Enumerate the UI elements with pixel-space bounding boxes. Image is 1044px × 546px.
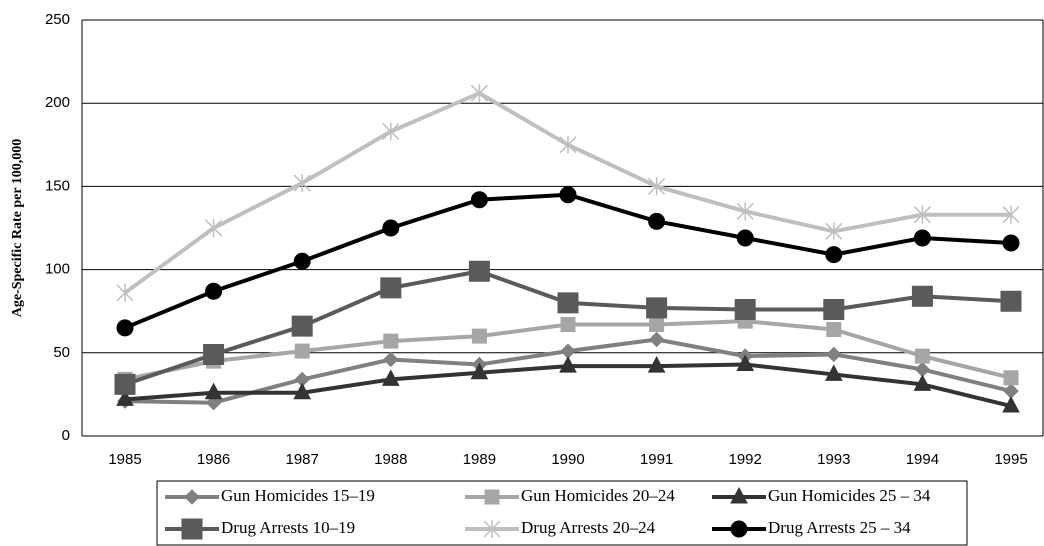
marker xyxy=(914,361,931,378)
marker xyxy=(913,205,931,224)
marker xyxy=(116,319,134,337)
marker xyxy=(824,364,843,381)
legend-marker xyxy=(483,520,501,538)
marker xyxy=(825,246,843,264)
marker xyxy=(204,382,223,400)
marker xyxy=(1000,290,1022,312)
legend-marker xyxy=(730,486,748,504)
marker xyxy=(560,343,576,359)
marker xyxy=(380,277,402,299)
marker xyxy=(736,202,754,221)
x-tick-label: 1990 xyxy=(551,451,584,468)
x-tick-label: 1985 xyxy=(108,451,141,468)
marker xyxy=(557,292,579,314)
legend-label: Gun Homicides 15–19 xyxy=(221,486,375,505)
marker xyxy=(911,285,933,307)
y-axis-title: Age-Specific Rate per 100,000 xyxy=(10,139,25,318)
legend-box xyxy=(156,480,968,546)
x-tick-label: 1995 xyxy=(994,451,1027,468)
marker xyxy=(1003,370,1019,386)
x-tick-label: 1993 xyxy=(817,451,850,468)
marker xyxy=(736,354,755,371)
marker xyxy=(468,260,490,282)
marker xyxy=(736,229,754,247)
marker xyxy=(823,299,845,321)
marker xyxy=(913,229,931,247)
marker xyxy=(826,322,842,338)
marker xyxy=(648,177,666,196)
marker xyxy=(914,348,930,364)
marker xyxy=(114,373,136,395)
x-tick-label: 1994 xyxy=(906,451,939,468)
legend-label: Gun Homicides 20–24 xyxy=(521,486,675,505)
x-tick-label: 1987 xyxy=(286,451,319,468)
y-tick-label: 50 xyxy=(53,344,70,361)
y-tick-label: 100 xyxy=(45,261,70,278)
legend-marker xyxy=(484,489,500,505)
y-tick-label: 250 xyxy=(45,11,70,28)
x-tick-label: 1986 xyxy=(197,451,230,468)
x-tick-label: 1988 xyxy=(374,451,407,468)
marker xyxy=(381,369,400,386)
legend-marker xyxy=(181,518,203,540)
marker xyxy=(1003,383,1019,399)
legend-marker xyxy=(730,520,748,538)
legend-marker xyxy=(184,489,200,505)
marker xyxy=(382,122,400,141)
marker xyxy=(1002,395,1020,413)
marker xyxy=(648,331,665,348)
marker xyxy=(825,222,843,241)
legend-label: Drug Arrests 20–24 xyxy=(521,518,656,537)
marker xyxy=(470,84,488,103)
x-tick-label: 1992 xyxy=(729,451,762,468)
marker xyxy=(734,299,756,321)
marker xyxy=(382,219,400,237)
legend-label: Drug Arrests 25 – 34 xyxy=(768,518,911,537)
marker xyxy=(1002,205,1020,224)
legend-label: Drug Arrests 10–19 xyxy=(221,518,355,537)
marker xyxy=(559,135,577,154)
marker xyxy=(646,297,668,319)
marker xyxy=(291,315,313,337)
marker xyxy=(294,343,310,359)
marker xyxy=(116,389,134,406)
marker xyxy=(293,252,311,270)
marker xyxy=(383,333,399,349)
marker xyxy=(647,356,666,373)
y-tick-label: 0 xyxy=(62,427,70,444)
marker xyxy=(826,346,842,363)
marker xyxy=(293,382,312,400)
marker xyxy=(383,351,399,368)
x-tick-label: 1991 xyxy=(640,451,673,468)
marker xyxy=(649,317,665,333)
marker xyxy=(559,186,577,204)
marker xyxy=(648,212,666,230)
marker xyxy=(293,174,311,193)
marker xyxy=(116,283,134,302)
y-tick-label: 150 xyxy=(45,177,70,194)
marker xyxy=(560,317,576,333)
marker xyxy=(470,362,489,380)
marker xyxy=(470,191,488,209)
x-tick-label: 1989 xyxy=(463,451,496,468)
marker xyxy=(205,282,223,300)
marker xyxy=(203,343,225,365)
legend-label: Gun Homicides 25 – 34 xyxy=(768,486,931,505)
marker xyxy=(1002,234,1020,252)
marker xyxy=(913,374,932,391)
marker xyxy=(205,219,223,237)
marker xyxy=(559,356,577,373)
y-tick-label: 200 xyxy=(45,94,70,111)
marker xyxy=(471,328,487,344)
